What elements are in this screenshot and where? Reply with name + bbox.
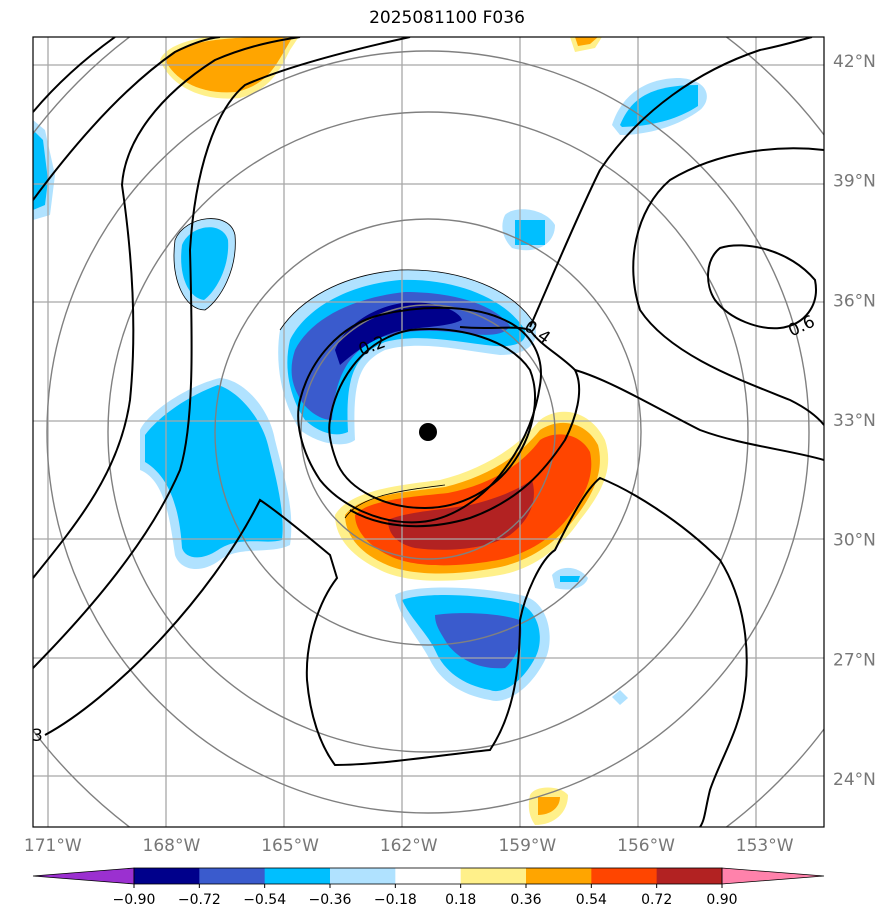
colorbar-swatch <box>591 868 658 884</box>
shade-neg-arc-mid <box>291 292 510 420</box>
colorbar-tick-label: −0.18 <box>374 892 417 908</box>
colorbar-tick-label: −0.54 <box>243 892 286 908</box>
x-tick-labels: 171°W 168°W 165°W 162°W 159°W 156°W 153°W <box>24 836 794 856</box>
y-tick-label: 24°N <box>833 770 876 790</box>
x-tick-label: 162°W <box>380 836 438 856</box>
shade-neg-w1 <box>181 227 229 300</box>
shade-neg-s-core <box>435 613 522 669</box>
colorbar-swatch <box>199 868 266 884</box>
shade-neg-speck <box>612 690 628 705</box>
contour-line <box>297 306 542 524</box>
contour-line <box>529 37 813 328</box>
plot-frame <box>32 36 825 828</box>
contour-label: 3 <box>32 726 43 746</box>
storm-center-marker <box>419 423 437 441</box>
contour-line <box>33 37 221 201</box>
colorbar-swatch <box>330 868 396 884</box>
x-tick-label: 168°W <box>143 836 201 856</box>
y-tick-label: 36°N <box>833 291 876 311</box>
colorbar-tick-label: 0.18 <box>445 892 476 908</box>
chart-title: 2025081100 F036 <box>369 8 525 28</box>
contour-line <box>349 326 581 528</box>
x-tick-label: 153°W <box>736 836 794 856</box>
colorbar-frame <box>133 867 723 885</box>
shade-pos-arc-core <box>388 480 534 550</box>
colorbar-tick-label: 0.90 <box>706 892 737 908</box>
colorbar-tick-label: −0.36 <box>309 892 352 908</box>
graticule <box>33 37 824 827</box>
colorbar-extend-max <box>721 867 825 885</box>
colorbar-swatch <box>264 868 331 884</box>
shade-neg-small2-core <box>560 576 580 582</box>
colorbar: −0.90 −0.72 −0.54 −0.36 −0.18 0.18 0.36 0.54 0.7… <box>32 867 825 908</box>
colorbar-swatch <box>526 868 592 884</box>
contour-line <box>632 147 824 426</box>
y-tick-label: 33°N <box>833 411 876 431</box>
shade-pos-s <box>538 797 560 815</box>
y-tick-label: 27°N <box>833 650 876 670</box>
contour-line <box>707 244 817 330</box>
colorbar-tick-label: −0.72 <box>178 892 221 908</box>
contour-line <box>574 369 824 461</box>
contour-line <box>33 37 301 579</box>
shade-neg-w2 <box>145 385 283 558</box>
shade-neg-wedge <box>33 130 48 210</box>
colorbar-extend-min <box>32 867 135 885</box>
colorbar-tick-label: 0.54 <box>576 892 607 908</box>
colorbar-tick-label: −0.90 <box>113 892 156 908</box>
colorbar-swatch <box>134 868 200 884</box>
colorbar-swatch <box>656 868 723 884</box>
contour-line <box>33 37 411 669</box>
colorbar-swatch <box>460 868 527 884</box>
x-tick-label: 165°W <box>261 836 319 856</box>
contour-line <box>33 37 116 113</box>
thick-contours <box>33 37 824 827</box>
y-tick-label: 30°N <box>833 531 876 551</box>
shade-neg-arc-core <box>335 302 462 365</box>
contour-line <box>328 328 536 510</box>
shade-pos-n-small2 <box>575 37 598 46</box>
colorbar-tick-label: 0.72 <box>641 892 672 908</box>
contour-line <box>44 476 748 827</box>
y-tick-labels: 42°N 39°N 36°N 33°N 30°N 27°N 24°N <box>833 52 876 790</box>
colorbar-tick-label: 0.36 <box>510 892 541 908</box>
x-tick-label: 171°W <box>24 836 82 856</box>
y-tick-label: 39°N <box>833 172 876 192</box>
x-tick-label: 159°W <box>498 836 556 856</box>
shade-neg-small1 <box>515 220 545 245</box>
x-tick-label: 156°W <box>617 836 675 856</box>
y-tick-label: 42°N <box>833 52 876 72</box>
colorbar-swatch <box>395 868 462 884</box>
